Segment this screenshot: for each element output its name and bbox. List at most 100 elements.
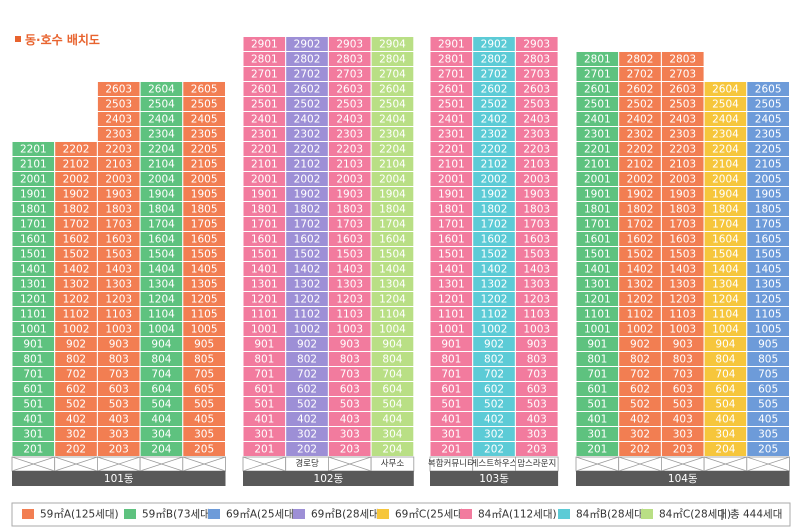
- unit-number: 2202: [627, 144, 654, 156]
- unit-number: 1503: [336, 249, 363, 261]
- unit-number: 504: [382, 399, 402, 411]
- unit-number: 2101: [20, 159, 47, 171]
- unit-number: 1603: [105, 234, 132, 246]
- unit-number: 2301: [438, 129, 465, 141]
- unit-number: 603: [109, 384, 129, 396]
- unit-number: 1203: [105, 294, 132, 306]
- ground-cross: [11, 456, 55, 472]
- ground-label: 맘스라운지: [517, 458, 556, 469]
- unit-number: 1204: [712, 294, 739, 306]
- unit-number: 2001: [251, 174, 278, 186]
- unit-number: 1103: [105, 309, 132, 321]
- unit-number: 603: [673, 384, 693, 396]
- unit-number: 802: [484, 354, 504, 366]
- unit-number: 2105: [191, 159, 218, 171]
- unit-number: 2304: [379, 129, 406, 141]
- unit-number: 703: [527, 369, 547, 381]
- unit-number: 1602: [481, 234, 508, 246]
- unit-number: 203: [340, 444, 360, 456]
- unit-number: 805: [194, 354, 214, 366]
- unit-number: 1303: [669, 279, 696, 291]
- unit-number: 1104: [712, 309, 739, 321]
- unit-number: 2403: [336, 114, 363, 126]
- legend-label: 84㎡C(28세대): [659, 509, 731, 521]
- unit-number: 2302: [294, 129, 321, 141]
- unit-number: 2003: [336, 174, 363, 186]
- legend-swatch: [124, 509, 136, 519]
- unit-number: 803: [109, 354, 129, 366]
- unit-number: 1505: [191, 249, 218, 261]
- unit-number: 1905: [191, 189, 218, 201]
- unit-number: 1203: [523, 294, 550, 306]
- unit-number: 1901: [20, 189, 47, 201]
- unit-number: 1904: [379, 189, 406, 201]
- unit-number: 805: [758, 354, 778, 366]
- ground-cross: [139, 456, 183, 472]
- unit-number: 2105: [755, 159, 782, 171]
- unit-number: 1601: [20, 234, 47, 246]
- unit-number: 504: [151, 399, 171, 411]
- unit-number: 803: [673, 354, 693, 366]
- unit-number: 2502: [481, 99, 508, 111]
- unit-number: 1003: [105, 324, 132, 336]
- unit-number: 1504: [712, 249, 739, 261]
- unit-number: 2201: [20, 144, 47, 156]
- legend-swatch: [558, 509, 570, 519]
- legend-label: 69㎡C(25세대): [395, 509, 467, 521]
- unit-number: 1701: [251, 219, 278, 231]
- unit-number: 203: [109, 444, 129, 456]
- unit-number: 2502: [627, 99, 654, 111]
- unit-number: 902: [297, 339, 317, 351]
- unit-number: 2503: [669, 99, 696, 111]
- unit-number: 2702: [294, 69, 321, 81]
- unit-number: 2603: [105, 84, 132, 96]
- unit-number: 1203: [336, 294, 363, 306]
- unit-number: 1904: [712, 189, 739, 201]
- unit-number: 1805: [191, 204, 218, 216]
- unit-number: 701: [441, 369, 461, 381]
- unit-number: 2503: [336, 99, 363, 111]
- unit-number: 905: [194, 339, 214, 351]
- unit-number: 2103: [105, 159, 132, 171]
- unit-number: 1002: [294, 324, 321, 336]
- unit-number: 704: [151, 369, 171, 381]
- unit-number: 902: [66, 339, 86, 351]
- unit-number: 1304: [379, 279, 406, 291]
- unit-number: 1701: [584, 219, 611, 231]
- unit-number: 2703: [523, 69, 550, 81]
- unit-number: 2904: [379, 39, 406, 51]
- unit-number: 1605: [755, 234, 782, 246]
- unit-number: 1703: [669, 219, 696, 231]
- unit-number: 604: [715, 384, 735, 396]
- unit-number: 1903: [523, 189, 550, 201]
- unit-number: 1601: [584, 234, 611, 246]
- unit-number: 2604: [379, 84, 406, 96]
- unit-cell: [370, 441, 415, 457]
- unit-number: 2403: [669, 114, 696, 126]
- unit-number: 901: [254, 339, 274, 351]
- unit-number: 904: [151, 339, 171, 351]
- unit-number: 205: [194, 444, 214, 456]
- unit-number: 2403: [523, 114, 550, 126]
- unit-number: 1703: [105, 219, 132, 231]
- unit-number: 2001: [20, 174, 47, 186]
- unit-number: 203: [673, 444, 693, 456]
- ground-cross: [618, 456, 662, 472]
- unit-number: 1004: [379, 324, 406, 336]
- unit-number: 605: [194, 384, 214, 396]
- unit-number: 1803: [336, 204, 363, 216]
- unit-number: 2401: [438, 114, 465, 126]
- unit-number: 1705: [191, 219, 218, 231]
- unit-number: 1603: [523, 234, 550, 246]
- unit-number: 2103: [669, 159, 696, 171]
- unit-number: 1101: [584, 309, 611, 321]
- unit-number: 803: [527, 354, 547, 366]
- legend-swatch: [22, 509, 34, 519]
- ground-label: 사무소: [381, 459, 405, 469]
- unit-number: 2505: [755, 99, 782, 111]
- unit-number: 302: [297, 429, 317, 441]
- unit-number: 2801: [438, 54, 465, 66]
- unit-number: 2303: [105, 129, 132, 141]
- unit-number: 1902: [627, 189, 654, 201]
- legend-label: 69㎡B(28세대): [311, 509, 383, 521]
